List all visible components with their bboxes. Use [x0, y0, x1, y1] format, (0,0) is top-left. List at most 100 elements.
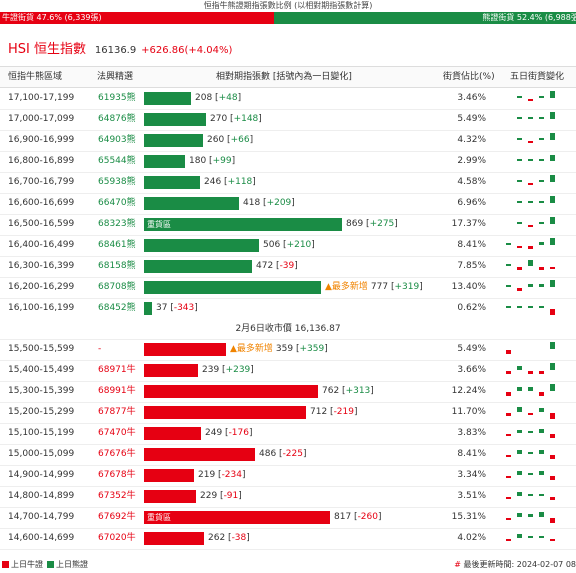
warrant-code[interactable]: 67676牛: [98, 449, 136, 459]
bull-legend-swatch: [2, 561, 9, 568]
heavy-zone-tag: 重貨區: [147, 220, 171, 229]
count-change: +210: [286, 240, 312, 250]
warrant-code[interactable]: 68971牛: [98, 365, 136, 375]
count-change: +148: [233, 114, 259, 124]
outstanding-pct: 8.41%: [457, 240, 486, 250]
contract-count: 869 [+275]: [346, 219, 398, 229]
outstanding-pct: 4.32%: [457, 135, 486, 145]
spark-bar: [550, 413, 555, 419]
count-bar: [144, 343, 226, 356]
hash-mark: #: [454, 560, 464, 569]
spark-bar: [539, 429, 544, 433]
outstanding-pct: 0.62%: [457, 303, 486, 313]
spark-bar: [550, 309, 555, 315]
warrant-code[interactable]: -: [98, 344, 102, 354]
header-pct: 街貨佔比(%): [443, 72, 495, 82]
last-update: # 最後更新時間: 2024-02-07 08: [454, 557, 576, 573]
count-change: -91: [223, 491, 239, 501]
warrant-code[interactable]: 68708熊: [98, 282, 136, 292]
warrant-code[interactable]: 64903熊: [98, 135, 136, 145]
spark-bar: [517, 138, 522, 140]
spark-bar: [506, 264, 511, 266]
five-day-spark: [506, 489, 560, 504]
warrant-code[interactable]: 67352牛: [98, 491, 136, 501]
outstanding-pct: 5.49%: [457, 114, 486, 124]
spark-bar: [528, 473, 533, 475]
spark-bar: [517, 471, 522, 475]
warrant-code[interactable]: 64876熊: [98, 114, 136, 124]
warrant-code[interactable]: 67678牛: [98, 470, 136, 480]
warrant-code[interactable]: 67692牛: [98, 512, 136, 522]
warrant-code[interactable]: 68991牛: [98, 386, 136, 396]
spark-bar: [517, 492, 522, 496]
count-change: +275: [369, 219, 395, 229]
five-day-spark: [506, 426, 560, 441]
count-bar: [144, 113, 206, 126]
count-change: +209: [266, 198, 292, 208]
warrant-code[interactable]: 67877牛: [98, 407, 136, 417]
contract-count: 418 [+209]: [243, 198, 295, 208]
warrant-code[interactable]: 67020牛: [98, 533, 136, 543]
outstanding-pct: 4.58%: [457, 177, 486, 187]
warrant-code[interactable]: 66470熊: [98, 198, 136, 208]
index-name: HSI 恒生指數: [8, 42, 86, 57]
spark-bar: [550, 133, 555, 140]
spark-bar: [517, 180, 522, 182]
spark-bar: [528, 246, 533, 249]
index-quote: HSI 恒生指數 16136.9 +626.86(+4.04%): [8, 42, 232, 58]
warrant-code[interactable]: 65544熊: [98, 156, 136, 166]
bear-row: 16,800-16,899 65544熊 180 [+99] 2.99%: [0, 151, 576, 173]
spark-bar: [528, 117, 533, 119]
outstanding-pct: 15.31%: [451, 512, 486, 522]
spark-bar: [539, 512, 544, 517]
count-bar: [144, 385, 318, 398]
price-range: 16,600-16,699: [8, 198, 75, 208]
spark-bar: [550, 91, 555, 98]
five-day-spark: [506, 405, 560, 420]
spark-bar: [550, 217, 555, 224]
count-change: -39: [279, 261, 295, 271]
count-value: 37: [156, 303, 168, 313]
warrant-code[interactable]: 68452熊: [98, 303, 136, 313]
price-range: 16,500-16,599: [8, 219, 75, 229]
bull-row: 14,900-14,999 67678牛 219 [-234] 3.34%: [0, 465, 576, 487]
index-value: 16136.9: [94, 45, 137, 56]
count-value: 262: [208, 533, 226, 543]
warrant-code[interactable]: 65938熊: [98, 177, 136, 187]
bull-row: 15,200-15,299 67877牛 712 [-219] 11.70%: [0, 402, 576, 424]
bear-row: 16,900-16,999 64903熊 260 [+66] 4.32%: [0, 130, 576, 152]
count-value: 270: [210, 114, 228, 124]
most-added-tag: ▲最多新增: [230, 344, 273, 354]
bear-ratio-fill: [274, 12, 576, 24]
count-bar: [144, 281, 321, 294]
warrant-code[interactable]: 68158熊: [98, 261, 136, 271]
count-change: -343: [173, 303, 195, 313]
bull-row: 15,300-15,399 68991牛 762 [+313] 12.24%: [0, 381, 576, 403]
contract-count: 817 [-260]: [334, 512, 382, 522]
most-added-tag: ▲最多新增: [325, 282, 368, 292]
five-day-spark: [506, 301, 560, 316]
spark-bar: [550, 497, 555, 500]
spark-bar: [550, 434, 555, 438]
price-range: 14,900-14,999: [8, 470, 75, 480]
spark-bar: [506, 243, 511, 245]
spark-bar: [517, 366, 522, 370]
five-day-spark: [506, 531, 560, 546]
contract-count: 229 [-91]: [200, 491, 242, 501]
contract-count: 37 [-343]: [156, 303, 198, 313]
spark-bar: [528, 159, 533, 161]
price-range: 15,000-15,099: [8, 449, 75, 459]
price-range: 16,400-16,499: [8, 240, 75, 250]
bear-row: 16,100-16,199 68452熊 37 [-343] 0.62%: [0, 298, 576, 320]
outstanding-pct: 17.37%: [451, 219, 486, 229]
warrant-code[interactable]: 68461熊: [98, 240, 136, 250]
warrant-code[interactable]: 68323熊: [98, 219, 136, 229]
warrant-code[interactable]: 61935熊: [98, 93, 136, 103]
spark-bar: [506, 518, 511, 520]
count-change: +118: [227, 177, 253, 187]
spark-bar: [539, 371, 544, 374]
price-range: 16,800-16,899: [8, 156, 75, 166]
spark-bar: [539, 392, 544, 396]
warrant-code[interactable]: 67470牛: [98, 428, 136, 438]
price-range: 15,300-15,399: [8, 386, 75, 396]
